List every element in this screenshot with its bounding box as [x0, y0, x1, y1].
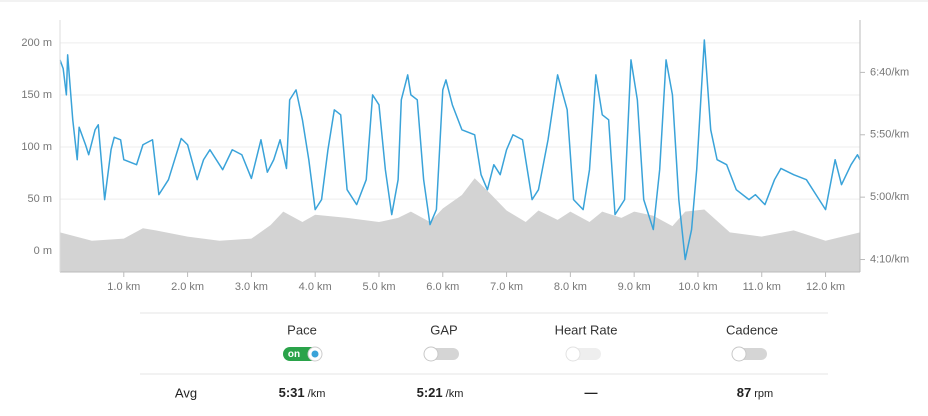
x-tick-label: 7.0 km	[490, 281, 523, 293]
avg-unit: /km	[446, 388, 464, 400]
avg-number: 5:21	[417, 385, 443, 400]
x-tick-label: 6.0 km	[426, 281, 459, 293]
x-tick-label: 9.0 km	[618, 281, 651, 293]
avg-label: Avg	[175, 385, 197, 400]
y-tick-label: 200 m	[21, 37, 52, 49]
y-tick-label: 150 m	[21, 89, 52, 101]
toggle[interactable]: on	[283, 346, 323, 362]
y2-tick-label: 5:00/km	[870, 191, 909, 203]
x-tick-label: 12.0 km	[806, 281, 845, 293]
x-tick-label: 1.0 km	[107, 281, 140, 293]
toggle-label: Cadence	[726, 322, 778, 337]
avg-number: —	[585, 385, 598, 400]
x-tick-label: 10.0 km	[678, 281, 717, 293]
x-tick-label: 5.0 km	[362, 281, 395, 293]
x-tick-label: 8.0 km	[554, 281, 587, 293]
y2-tick-label: 5:50/km	[870, 129, 909, 141]
avg-value: 5:31/km	[279, 385, 326, 400]
toggle-dot	[311, 350, 319, 358]
avg-number: 87	[737, 385, 751, 400]
avg-unit: /km	[308, 388, 326, 400]
x-tick-label: 3.0 km	[235, 281, 268, 293]
elevation-area	[60, 178, 860, 272]
y2-tick-label: 6:40/km	[870, 66, 909, 78]
x-tick-label: 4.0 km	[299, 281, 332, 293]
avg-value: 5:21/km	[417, 385, 464, 400]
avg-value: —	[585, 385, 598, 400]
toggle-label: Heart Rate	[555, 322, 618, 337]
y2-tick-label: 4:10/km	[870, 253, 909, 265]
pace-line	[59, 39, 861, 261]
toggle[interactable]	[423, 346, 459, 362]
avg-value: 87 rpm	[737, 385, 773, 400]
toggle-label: GAP	[430, 322, 457, 337]
toggle-knob	[565, 346, 581, 362]
x-tick-label: 2.0 km	[171, 281, 204, 293]
y-tick-label: 100 m	[21, 141, 52, 153]
toggle-label: Pace	[287, 322, 317, 337]
toggle-knob	[423, 346, 439, 362]
avg-number: 5:31	[279, 385, 305, 400]
toggle-knob	[731, 346, 747, 362]
toggle[interactable]	[565, 346, 601, 362]
x-tick-label: 11.0 km	[743, 281, 781, 293]
avg-unit: rpm	[754, 388, 773, 400]
y-tick-label: 0 m	[34, 245, 52, 257]
toggle[interactable]	[731, 346, 767, 362]
y-tick-label: 50 m	[28, 193, 52, 205]
toggle-state: on	[288, 349, 300, 360]
